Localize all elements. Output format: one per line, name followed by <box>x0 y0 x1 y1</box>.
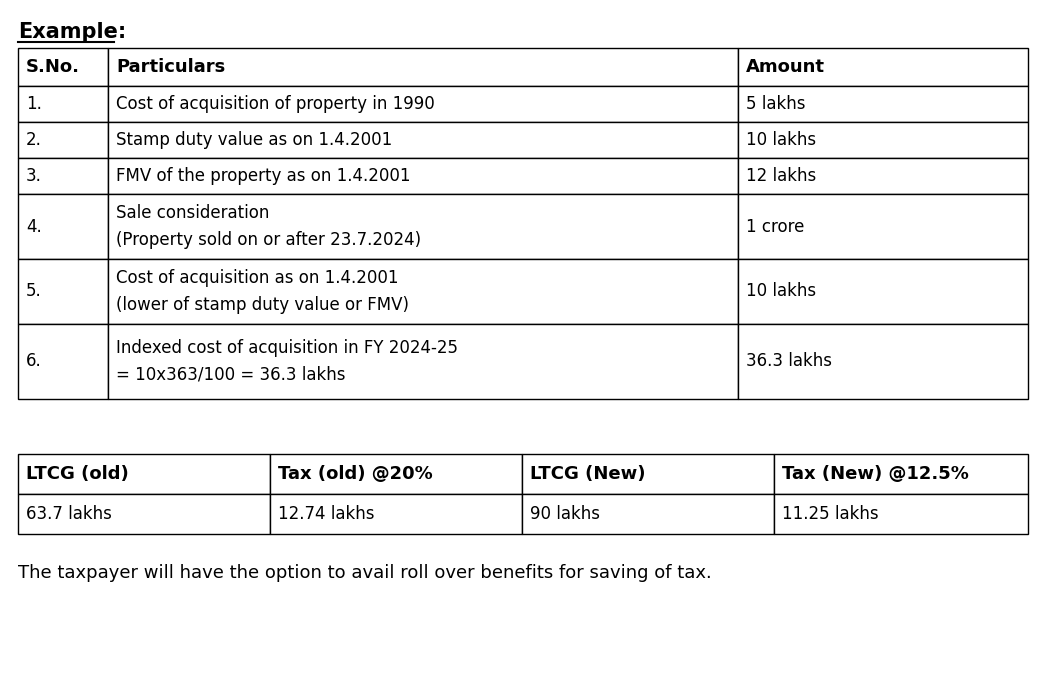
Bar <box>738 259 1028 324</box>
Text: Tax (old) @20%: Tax (old) @20% <box>279 465 432 483</box>
Text: Stamp duty value as on 1.4.2001: Stamp duty value as on 1.4.2001 <box>116 131 393 149</box>
Text: 2.: 2. <box>26 131 42 149</box>
Bar <box>270 454 522 494</box>
Bar <box>774 494 1028 534</box>
Text: 1 crore: 1 crore <box>747 217 804 236</box>
Text: FMV of the property as on 1.4.2001: FMV of the property as on 1.4.2001 <box>116 167 410 185</box>
Bar <box>108 324 738 399</box>
Text: 5.: 5. <box>26 282 42 301</box>
Bar <box>738 122 1028 158</box>
Bar <box>108 259 738 324</box>
Text: Cost of acquisition as on 1.4.2001
(lower of stamp duty value or FMV): Cost of acquisition as on 1.4.2001 (lowe… <box>116 269 409 314</box>
Text: Amount: Amount <box>747 58 825 76</box>
Bar <box>18 48 108 86</box>
Bar <box>774 454 1028 494</box>
Text: The taxpayer will have the option to avail roll over benefits for saving of tax.: The taxpayer will have the option to ava… <box>18 564 712 582</box>
Text: 12.74 lakhs: 12.74 lakhs <box>279 505 375 523</box>
Text: 10 lakhs: 10 lakhs <box>747 282 816 301</box>
Text: 5 lakhs: 5 lakhs <box>747 95 805 113</box>
Bar <box>18 194 108 259</box>
Text: LTCG (New): LTCG (New) <box>530 465 646 483</box>
Text: 6.: 6. <box>26 352 42 370</box>
Bar <box>522 454 774 494</box>
Bar <box>738 324 1028 399</box>
Bar <box>738 48 1028 86</box>
Text: Sale consideration
(Property sold on or after 23.7.2024): Sale consideration (Property sold on or … <box>116 204 421 249</box>
Bar <box>18 86 108 122</box>
Bar <box>18 158 108 194</box>
Bar <box>108 158 738 194</box>
Text: 90 lakhs: 90 lakhs <box>530 505 600 523</box>
Text: 11.25 lakhs: 11.25 lakhs <box>782 505 878 523</box>
Text: Example:: Example: <box>18 22 127 42</box>
Bar <box>108 86 738 122</box>
Bar <box>18 454 270 494</box>
Text: 12 lakhs: 12 lakhs <box>747 167 817 185</box>
Bar <box>738 194 1028 259</box>
Text: 3.: 3. <box>26 167 42 185</box>
Bar <box>108 48 738 86</box>
Bar <box>18 122 108 158</box>
Text: 63.7 lakhs: 63.7 lakhs <box>26 505 112 523</box>
Text: LTCG (old): LTCG (old) <box>26 465 129 483</box>
Bar <box>738 158 1028 194</box>
Text: S.No.: S.No. <box>26 58 80 76</box>
Text: 1.: 1. <box>26 95 42 113</box>
Bar <box>738 86 1028 122</box>
Text: Particulars: Particulars <box>116 58 225 76</box>
Bar <box>18 259 108 324</box>
Text: Cost of acquisition of property in 1990: Cost of acquisition of property in 1990 <box>116 95 435 113</box>
Bar <box>108 122 738 158</box>
Bar <box>18 324 108 399</box>
Text: Tax (New) @12.5%: Tax (New) @12.5% <box>782 465 968 483</box>
Text: 10 lakhs: 10 lakhs <box>747 131 816 149</box>
Bar <box>18 494 270 534</box>
Text: 36.3 lakhs: 36.3 lakhs <box>747 352 832 370</box>
Bar <box>270 494 522 534</box>
Bar <box>108 194 738 259</box>
Text: 4.: 4. <box>26 217 42 236</box>
Bar <box>522 494 774 534</box>
Text: Indexed cost of acquisition in FY 2024-25
= 10x363/100 = 36.3 lakhs: Indexed cost of acquisition in FY 2024-2… <box>116 339 458 384</box>
